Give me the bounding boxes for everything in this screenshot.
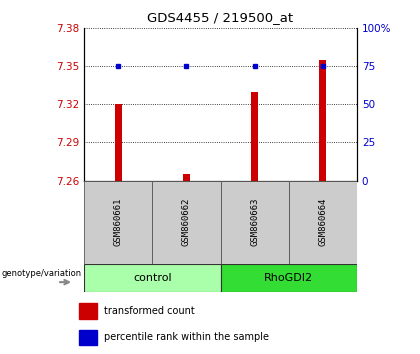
Bar <box>289 181 357 264</box>
Text: genotype/variation: genotype/variation <box>2 269 82 278</box>
Text: GSM860661: GSM860661 <box>114 198 123 246</box>
Title: GDS4455 / 219500_at: GDS4455 / 219500_at <box>147 11 294 24</box>
Bar <box>220 264 357 292</box>
Bar <box>84 181 152 264</box>
Text: GSM860663: GSM860663 <box>250 198 259 246</box>
Bar <box>84 264 220 292</box>
Text: control: control <box>133 273 171 283</box>
Bar <box>251 92 258 181</box>
Text: RhoGDI2: RhoGDI2 <box>264 273 313 283</box>
Bar <box>79 330 97 345</box>
Bar <box>115 104 121 181</box>
Text: percentile rank within the sample: percentile rank within the sample <box>104 332 269 342</box>
Text: GSM860664: GSM860664 <box>318 198 327 246</box>
Text: transformed count: transformed count <box>104 306 195 316</box>
Bar <box>183 174 190 181</box>
Bar <box>152 181 221 264</box>
Bar <box>320 60 326 181</box>
Text: GSM860662: GSM860662 <box>182 198 191 246</box>
Bar <box>220 181 289 264</box>
Bar <box>79 303 97 319</box>
